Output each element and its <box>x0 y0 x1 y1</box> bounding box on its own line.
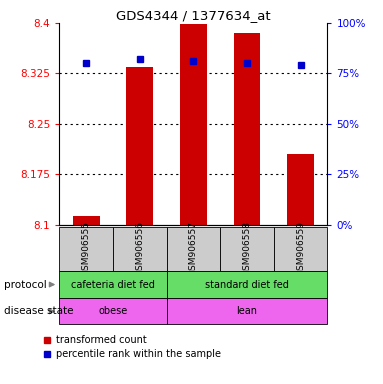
Text: lean: lean <box>237 306 257 316</box>
Text: obese: obese <box>98 306 128 316</box>
Bar <box>234 33 260 225</box>
Bar <box>59 271 167 298</box>
Text: disease state: disease state <box>4 306 73 316</box>
Bar <box>167 271 327 298</box>
Bar <box>167 227 220 271</box>
Bar <box>220 227 274 271</box>
Legend: transformed count, percentile rank within the sample: transformed count, percentile rank withi… <box>43 335 221 359</box>
Bar <box>126 67 153 225</box>
Text: protocol: protocol <box>4 280 47 290</box>
Bar <box>113 227 167 271</box>
Text: GSM906558: GSM906558 <box>242 221 252 276</box>
Bar <box>59 298 167 324</box>
Text: cafeteria diet fed: cafeteria diet fed <box>71 280 155 290</box>
Text: GSM906556: GSM906556 <box>135 221 144 276</box>
Text: standard diet fed: standard diet fed <box>205 280 289 290</box>
Bar <box>73 216 100 225</box>
Text: GSM906557: GSM906557 <box>189 221 198 276</box>
Title: GDS4344 / 1377634_at: GDS4344 / 1377634_at <box>116 9 271 22</box>
Text: GSM906555: GSM906555 <box>82 221 91 276</box>
Bar <box>59 227 113 271</box>
Text: GSM906559: GSM906559 <box>296 221 305 276</box>
Bar <box>274 227 327 271</box>
Bar <box>287 154 314 225</box>
Bar <box>180 25 207 225</box>
Bar <box>167 298 327 324</box>
